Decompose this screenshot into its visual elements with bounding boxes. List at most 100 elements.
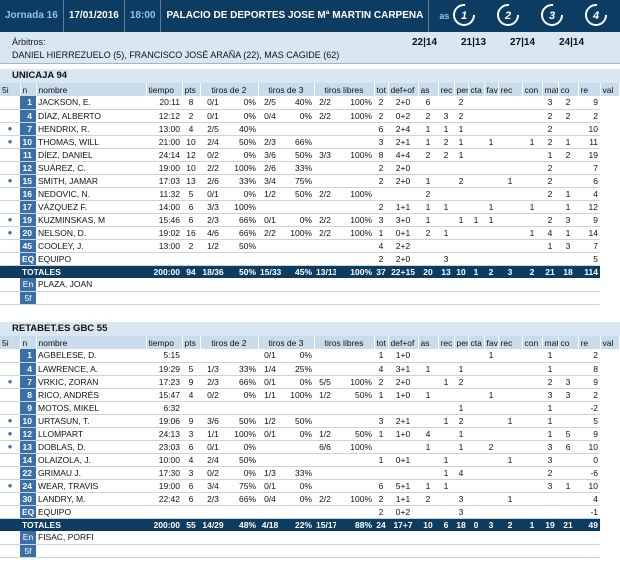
totals-val: 114 — [578, 265, 601, 278]
player-row[interactable]: ● 10 THOMAS, WILL 21:00 10 2/4 50% 2/3 66% 3 2+1 1 2… — [0, 135, 620, 149]
stat-mat — [522, 349, 543, 363]
referees-names: DANIEL HIERREZUELO (5), FRANCISCO JOSÉ A… — [12, 50, 340, 60]
player-name[interactable]: NEDOVIC, N. — [36, 187, 146, 201]
player-row[interactable]: ● 15 SMITH, JAMAR 17:03 13 2/6 33% 3/4 75% 2 2+0 1 2… — [0, 174, 620, 188]
player-row[interactable]: 1 JACKSON, E. 20:11 8 0/1 0% 2/5 40% 2/2 100% 2 2+0… — [0, 96, 620, 110]
stat-rec: 1 — [438, 200, 455, 214]
player-name[interactable]: KUZMINSKAS, M — [36, 213, 146, 227]
player-row[interactable]: 12 SUÁREZ, C. 19:00 10 2/2 100% 2/6 33% 2 2+0 2 7 — [0, 161, 620, 175]
player-name[interactable]: DÍEZ, DANIEL — [36, 148, 146, 162]
stat-n: 19 — [20, 213, 36, 227]
player-row[interactable]: ● 13 DOBLAS, D. 23:03 6 0/1 0% 6/6 100% 1 1 2 3 6 10 — [0, 440, 620, 454]
player-name[interactable]: LLOMPART — [36, 427, 146, 441]
stat-tlp — [336, 174, 375, 188]
quarter-2-icon[interactable]: 2 — [493, 0, 523, 30]
col-header-defof: def+of — [388, 336, 419, 349]
player-row[interactable]: 14 OLAIZOLA, J. 10:00 4 2/4 50% 1 0+1 1 1 3 0 — [0, 453, 620, 467]
player-name[interactable]: THOMAS, WILL — [36, 135, 146, 149]
stat-tiempo: 14:00 — [146, 200, 182, 214]
player-name[interactable]: VÁZQUEZ F. — [36, 200, 146, 214]
player-row[interactable]: 9 MOTOS, MIKEL 6:32 1 1 -2 — [0, 401, 620, 415]
player-row[interactable]: 30 LANDRY, M. 22:42 6 2/3 66% 0/4 0% 2/2 100% 2 1+1… — [0, 492, 620, 506]
stat-tl — [314, 362, 336, 376]
stat-fav: 1 — [484, 135, 499, 149]
player-row[interactable]: 1 AGBELESE, D. 5:15 0/1 0% 1 1+0 1 1 2 — [0, 349, 620, 363]
stat-tl — [314, 174, 336, 188]
player-name[interactable]: URTASUN, T. — [36, 414, 146, 428]
stat-tiempo: 15:46 — [146, 213, 182, 227]
stat-fav — [484, 148, 499, 162]
player-row[interactable]: 4 DÍAZ, ALBERTO 12:12 2 0/1 0% 0/4 0% 2/2 100% 2 0+… — [0, 109, 620, 123]
stat-per — [454, 252, 469, 266]
stat-pts: 6 — [182, 479, 200, 493]
starter-dot-icon: ● — [0, 135, 20, 149]
col-header-nombre: nombre — [36, 336, 147, 349]
player-row[interactable]: 22 GRIMAU J. 17:30 3 0/2 0% 1/3 33% 1 4 2 -6 — [0, 466, 620, 480]
player-row[interactable]: ● 12 LLOMPART 24:13 3 1/1 100% 0/1 0% 1/2 50% 1 1+0 4… — [0, 427, 620, 441]
player-name[interactable]: COOLEY, J. — [36, 239, 146, 253]
quarter-1-icon[interactable]: 1 — [449, 0, 479, 30]
player-name[interactable]: EQUIPO — [36, 505, 146, 519]
player-name[interactable]: HENDRIX, R. — [36, 122, 146, 136]
player-name[interactable]: DÍAZ, ALBERTO — [36, 109, 146, 123]
player-row[interactable]: ● 20 NELSON, D. 19:02 16 4/6 66% 2/2 100% 2/2 100%… — [0, 226, 620, 240]
player-name[interactable]: GRIMAU J. — [36, 466, 146, 480]
stat-tiempo: 13:00 — [146, 239, 182, 253]
stat-tot — [374, 187, 389, 201]
player-name[interactable]: AGBELESE, D. — [36, 349, 146, 363]
col-header-as: as — [418, 336, 439, 349]
starter-dot-icon: ● — [0, 427, 20, 441]
team-name: UNICAJA 94 — [0, 69, 620, 83]
player-row[interactable]: 16 NEDOVIC, N. 11:32 5 0/1 0% 1/2 50% 2/2 100% 2 2 1… — [0, 187, 620, 201]
player-name[interactable]: JACKSON, E. — [36, 96, 146, 110]
stat-con — [498, 479, 523, 493]
stat-t3p — [282, 505, 314, 519]
player-row[interactable]: 4 LAWRENCE, A. 19:29 5 1/3 33% 1/4 25% 4 3+1 1 1 1 8 — [0, 362, 620, 376]
stat-re — [558, 492, 579, 506]
player-name[interactable]: NELSON, D. — [36, 226, 146, 240]
player-row[interactable]: ● 7 VRKIC, ZORAN 17:23 9 2/3 66% 0/1 0% 5/5 100% 2 2… — [0, 375, 620, 389]
player-name[interactable]: SUÁREZ, C. — [36, 161, 146, 175]
stat-per: 3 — [454, 492, 469, 506]
player-row[interactable]: ● 19 KUZMINSKAS, M 15:46 6 2/3 66% 0/1 0% 2/2 100%… — [0, 213, 620, 227]
totals-mat: 2 — [522, 265, 543, 278]
col-header-co: co — [558, 83, 579, 96]
stat-tlp: 100% — [336, 96, 375, 110]
player-row[interactable]: 45 COOLEY, J. 13:00 2 1/2 50% 4 2+2 1 3 7 — [0, 239, 620, 253]
stat-co: 1 — [542, 414, 559, 428]
player-name[interactable]: MOTOS, MIKEL — [36, 401, 146, 415]
player-name[interactable]: VRKIC, ZORAN — [36, 375, 146, 389]
stat-val: -2 — [578, 401, 601, 415]
stat-rec — [438, 213, 455, 227]
player-row[interactable]: ● 24 WEAR, TRAVIS 19:00 6 3/4 75% 0/1 0% 6 5+1 1 1 3 1… — [0, 479, 620, 493]
player-row[interactable]: 8 RICO, ANDRÉS 15:47 4 0/2 0% 1/1 100% 1/2 50% 1 1+… — [0, 388, 620, 402]
starter-dot-icon: ● — [0, 174, 20, 188]
player-name[interactable]: EQUIPO — [36, 252, 146, 266]
player-name[interactable]: LAWRENCE, A. — [36, 362, 146, 376]
player-row[interactable]: ● 10 URTASUN, T. 19:06 9 3/6 50% 1/2 50% 3 2+1 1 2 1 1… — [0, 414, 620, 428]
stat-t2p: 40% — [226, 122, 258, 136]
player-name[interactable]: WEAR, TRAVIS — [36, 479, 146, 493]
player-row[interactable]: EQ EQUIPO 2 0+2 3 -1 — [0, 505, 620, 519]
player-name[interactable]: OLAIZOLA, J. — [36, 453, 146, 467]
player-row[interactable]: ● 7 HENDRIX, R. 13:00 4 2/5 40% 6 2+4 1 1 1 2 10 — [0, 122, 620, 136]
stat-dof: 1+1 — [388, 200, 419, 214]
quarter-3-icon[interactable]: 3 — [537, 0, 567, 30]
col-header-defof: def+of — [388, 83, 419, 96]
player-name[interactable]: SMITH, JAMAR — [36, 174, 146, 188]
player-name[interactable]: DOBLAS, D. — [36, 440, 146, 454]
stat-t2p: 0% — [226, 187, 258, 201]
col-header-con: con — [522, 83, 543, 96]
player-name[interactable]: RICO, ANDRÉS — [36, 388, 146, 402]
player-row[interactable]: 17 VÁZQUEZ F. 14:00 6 3/3 100% 2 1+1 1 1 1 1 1 12 — [0, 200, 620, 214]
stat-n: 1 — [20, 96, 36, 110]
stat-pts: 16 — [182, 226, 200, 240]
stat-tiempo: 10:00 — [146, 453, 182, 467]
player-name[interactable]: LANDRY, M. — [36, 492, 146, 506]
stat-fav — [484, 505, 499, 519]
stat-tl — [314, 466, 336, 480]
stat-con — [498, 252, 523, 266]
player-row[interactable]: EQ EQUIPO 2 2+0 3 5 — [0, 252, 620, 266]
player-row[interactable]: 11 DÍEZ, DANIEL 24:14 12 0/2 0% 3/6 50% 3/3 100% 8… — [0, 148, 620, 162]
quarter-4-icon[interactable]: 4 — [581, 0, 611, 30]
